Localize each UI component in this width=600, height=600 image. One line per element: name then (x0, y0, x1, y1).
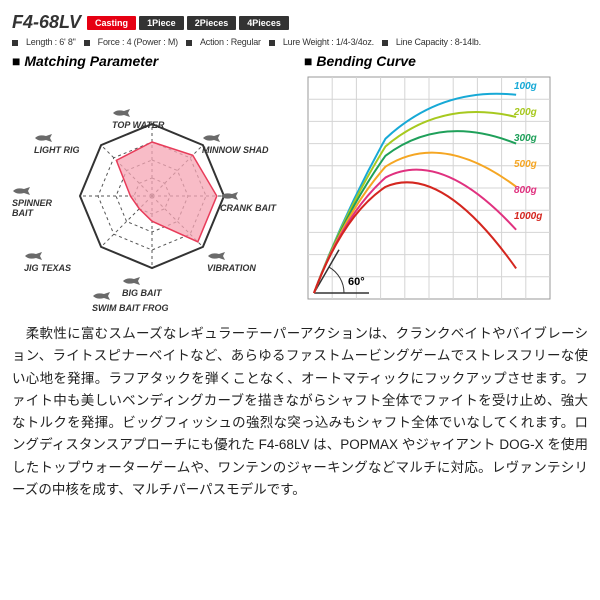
badge-4pieces: 4Pieces (239, 16, 289, 30)
model-code: F4-68LV (12, 12, 81, 33)
spec-item: Length : 6' 8" (12, 37, 76, 47)
svg-text:60°: 60° (348, 276, 365, 288)
radar-title: Matching Parameter (12, 53, 296, 69)
spec-line: Length : 6' 8" Force : 4 (Power : M) Actio… (12, 37, 588, 47)
radar-chart: TOP WATERMINNOW SHADCRANK BAITVIBRATIONB… (12, 73, 292, 313)
legend-item: 200g (514, 107, 537, 118)
header: F4-68LV Casting 1Piece 2Pieces 4Pieces (12, 12, 588, 33)
badge-1piece: 1Piece (139, 16, 184, 30)
legend-item: 800g (514, 185, 537, 196)
radar-label: MINNOW SHAD (202, 133, 269, 155)
spec-item: Action : Regular (186, 37, 261, 47)
legend-item: 1000g (514, 211, 542, 222)
legend-item: 300g (514, 133, 537, 144)
curve-section: Bending Curve 60° 100g 200g 300g 500g 800g 100… (304, 53, 588, 313)
badge-casting: Casting (87, 16, 136, 30)
description-text: 柔軟性に富むスムーズなレギュラーテーパーアクションは、クランクベイトやバイブレー… (12, 323, 588, 501)
radar-label: TOP WATER (112, 108, 164, 130)
curve-title: Bending Curve (304, 53, 588, 69)
spec-item: Force : 4 (Power : M) (84, 37, 178, 47)
radar-label: VIBRATION (207, 251, 256, 273)
spec-item: Line Capacity : 8-14lb. (382, 37, 481, 47)
spec-item: Lure Weight : 1/4-3/4oz. (269, 37, 374, 47)
legend-item: 500g (514, 159, 537, 170)
radar-label: SWIM BAIT FROG (92, 291, 169, 313)
radar-label: SPINNERBAIT (12, 186, 52, 218)
bending-curve-chart: 60° 100g 200g 300g 500g 800g 1000g (304, 73, 574, 313)
radar-label: CRANK BAIT (220, 191, 276, 213)
badge-2pieces: 2Pieces (187, 16, 237, 30)
radar-label: JIG TEXAS (24, 251, 71, 273)
radar-section: Matching Parameter TOP WATER MINNOW SHAD C… (12, 53, 296, 313)
legend-item: 100g (514, 81, 537, 92)
radar-label: LIGHT RIG (34, 133, 80, 155)
